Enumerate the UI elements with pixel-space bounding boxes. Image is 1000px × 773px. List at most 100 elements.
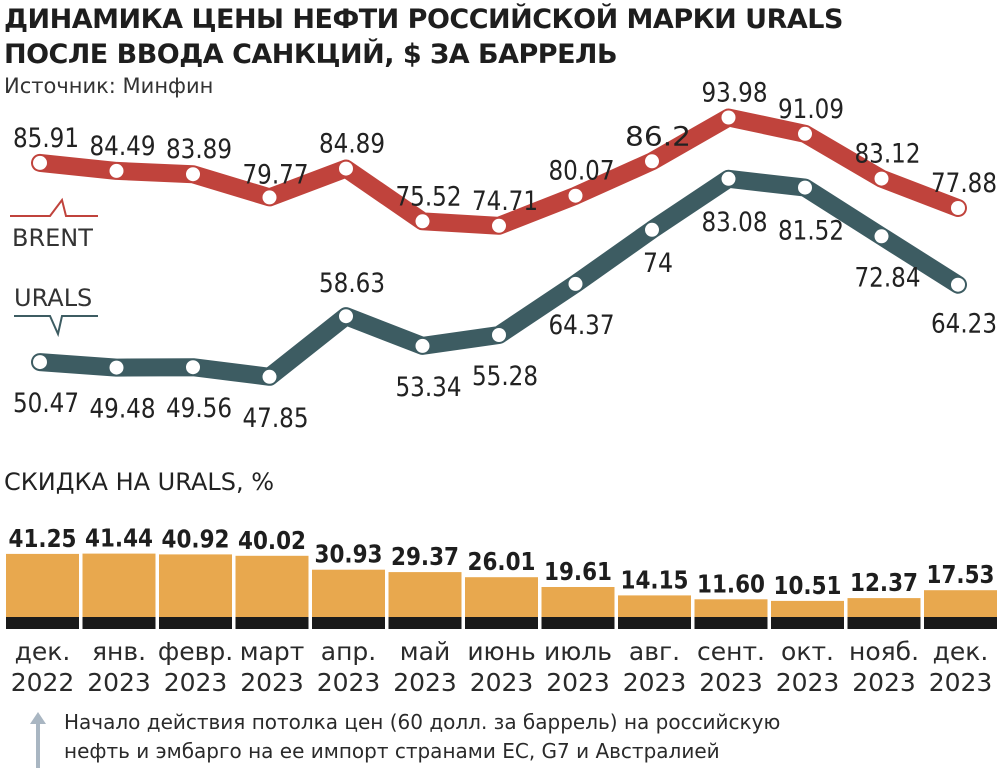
urals-value-label: 64.37 (549, 310, 615, 341)
month-year: 2023 (240, 668, 304, 697)
brent-value-label: 85.91 (13, 123, 79, 154)
brent-point (874, 171, 889, 186)
discount-value-label: 29.37 (391, 542, 459, 571)
month-year: 2022 (10, 668, 75, 697)
brent-point (492, 218, 506, 233)
discount-bar-base (388, 617, 462, 629)
month-name: дек. (14, 637, 71, 666)
urals-legend-marker (14, 315, 98, 338)
brent-value-label: 77.88 (931, 168, 997, 199)
month-label: дек. 2022 (4, 636, 81, 698)
urals-value-label: 47.85 (243, 403, 309, 434)
month-year: 2023 (87, 668, 151, 697)
discount-value-label: 30.93 (315, 540, 383, 569)
brent-point (568, 188, 583, 203)
discount-bar (541, 587, 615, 617)
price-line-chart: 85.91 84.49 83.89 79.77 84.89 75.52 74.71 80.07… (10, 78, 997, 434)
month-label: дек. 2023 (922, 636, 999, 698)
month-label: янв. 2023 (81, 636, 158, 698)
discount-bar (159, 554, 232, 617)
brent-value-label: 84.89 (319, 129, 385, 160)
month-label: март 2023 (234, 636, 311, 698)
month-year: 2023 (393, 668, 457, 697)
footnote: Начало действия потолка цен (60 долл. за… (64, 708, 964, 766)
urals-point (415, 338, 430, 353)
discount-bar-base (6, 617, 79, 629)
chart-title-line-1: ДИНАМИКА ЦЕНЫ НЕФТИ РОССИЙСКОЙ МАРКИ URA… (4, 4, 843, 35)
brent-value-label: 83.12 (855, 139, 921, 170)
month-label: май 2023 (387, 636, 464, 698)
urals-point (798, 180, 812, 195)
discount-value-label: 40.92 (162, 524, 230, 553)
brent-legend-label: BRENT (12, 224, 93, 252)
brent-value-label: 75.52 (396, 181, 462, 212)
discount-value-label: 11.60 (697, 569, 765, 598)
urals-point (951, 277, 965, 292)
discount-bar (694, 599, 768, 617)
discount-bar-base (847, 617, 921, 629)
urals-point (186, 360, 200, 375)
month-year: 2023 (852, 668, 916, 697)
urals-point (339, 309, 353, 324)
discount-bar (6, 553, 79, 617)
month-label: июнь 2023 (463, 636, 540, 698)
brent-point (415, 214, 430, 229)
discount-bar-chart: 41.25 41.44 40.92 40.02 30.93 29.37 26.01 19.61… (6, 524, 997, 629)
month-year: 2023 (622, 668, 687, 697)
urals-value-label: 55.28 (472, 361, 538, 392)
urals-value-label: 49.48 (90, 394, 156, 425)
month-label: апр. 2023 (310, 636, 387, 698)
discount-bar-base (541, 617, 615, 629)
discount-value-label: 14.15 (621, 565, 689, 594)
discount-bar (847, 598, 921, 617)
month-label: окт. 2023 (769, 636, 846, 698)
urals-value-label: 83.08 (702, 207, 768, 238)
urals-value-label: 58.63 (319, 268, 385, 299)
discount-bar-base (465, 617, 538, 629)
discount-bar-base (159, 617, 232, 629)
urals-value-label: 81.52 (778, 216, 844, 247)
urals-point (721, 171, 736, 186)
brent-point (109, 163, 124, 178)
urals-point (109, 360, 124, 375)
month-label: июль 2023 (540, 636, 617, 698)
discount-bar-base (924, 617, 997, 629)
footnote-line-2: нефть и эмбарго на ее импорт странами ЕС… (64, 739, 720, 763)
urals-value-label: 49.56 (166, 393, 232, 424)
chart-title-line-2: ПОСЛЕ ВВОДА САНКЦИЙ, $ ЗА БАРРЕЛЬ (4, 39, 618, 70)
brent-value-label: 79.77 (243, 159, 309, 190)
discount-bar (924, 590, 997, 617)
month-name: янв. (91, 637, 147, 666)
brent-value-label: 83.89 (166, 134, 232, 165)
footnote-line-1: Начало действия потолка цен (60 долл. за… (64, 710, 781, 734)
source-note: Источник: Минфин (4, 74, 214, 98)
urals-value-label: 50.47 (13, 388, 79, 419)
discount-bar (618, 595, 691, 617)
urals-value-label: 74 (643, 248, 673, 279)
up-arrow-icon (30, 712, 46, 768)
urals-point (262, 369, 277, 384)
urals-legend-label: URALS (14, 284, 92, 312)
brent-point (645, 154, 659, 169)
month-year: 2023 (699, 668, 763, 697)
urals-value-label: 64.23 (931, 309, 997, 340)
discount-bar-base (235, 617, 309, 629)
discount-chart-title: СКИДКА НА URALS, % (4, 468, 275, 496)
month-name: нояб. (848, 637, 920, 666)
brent-value-label: 91.09 (778, 94, 844, 125)
month-name: июль (543, 637, 612, 666)
brent-point (339, 161, 353, 176)
urals-point (33, 355, 47, 370)
month-year: 2023 (316, 668, 381, 697)
discount-value-label: 12.37 (850, 568, 918, 597)
brent-point (262, 190, 277, 205)
month-name: авг. (628, 637, 681, 666)
discount-value-label: 10.51 (774, 571, 842, 600)
discount-bar-base (694, 617, 768, 629)
month-axis: дек. 2022 янв. 2023 февр. 2023 март 2023 апр. 202… (0, 636, 1000, 706)
urals-value-label: 53.34 (396, 372, 462, 403)
discount-bar (312, 569, 385, 617)
month-year: 2023 (928, 668, 993, 697)
month-label: авг. 2023 (616, 636, 693, 698)
chart-title: ДИНАМИКА ЦЕНЫ НЕФТИ РОССИЙСКОЙ МАРКИ URA… (4, 2, 994, 72)
